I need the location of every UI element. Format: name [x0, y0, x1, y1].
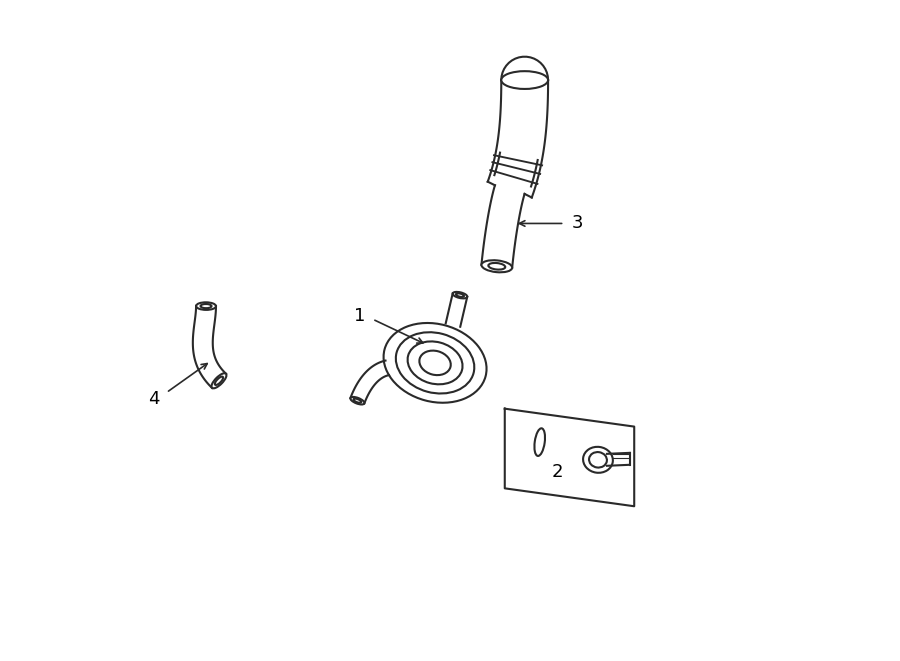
Ellipse shape — [453, 292, 467, 298]
Ellipse shape — [583, 447, 613, 473]
Text: 4: 4 — [148, 390, 159, 408]
Ellipse shape — [196, 302, 216, 310]
Ellipse shape — [212, 373, 227, 389]
Ellipse shape — [396, 332, 474, 393]
Ellipse shape — [489, 263, 505, 270]
Ellipse shape — [215, 377, 223, 385]
Ellipse shape — [354, 399, 361, 403]
Ellipse shape — [589, 452, 607, 467]
Text: 1: 1 — [354, 307, 365, 325]
Polygon shape — [505, 408, 634, 506]
Ellipse shape — [350, 397, 365, 405]
Text: 2: 2 — [552, 463, 563, 481]
Ellipse shape — [482, 260, 512, 272]
Ellipse shape — [383, 323, 487, 403]
Polygon shape — [494, 153, 537, 186]
Ellipse shape — [201, 304, 212, 308]
Text: 3: 3 — [572, 214, 583, 233]
Ellipse shape — [419, 350, 451, 375]
Ellipse shape — [535, 428, 545, 456]
Ellipse shape — [501, 71, 548, 89]
Ellipse shape — [408, 342, 463, 384]
Ellipse shape — [456, 293, 464, 297]
